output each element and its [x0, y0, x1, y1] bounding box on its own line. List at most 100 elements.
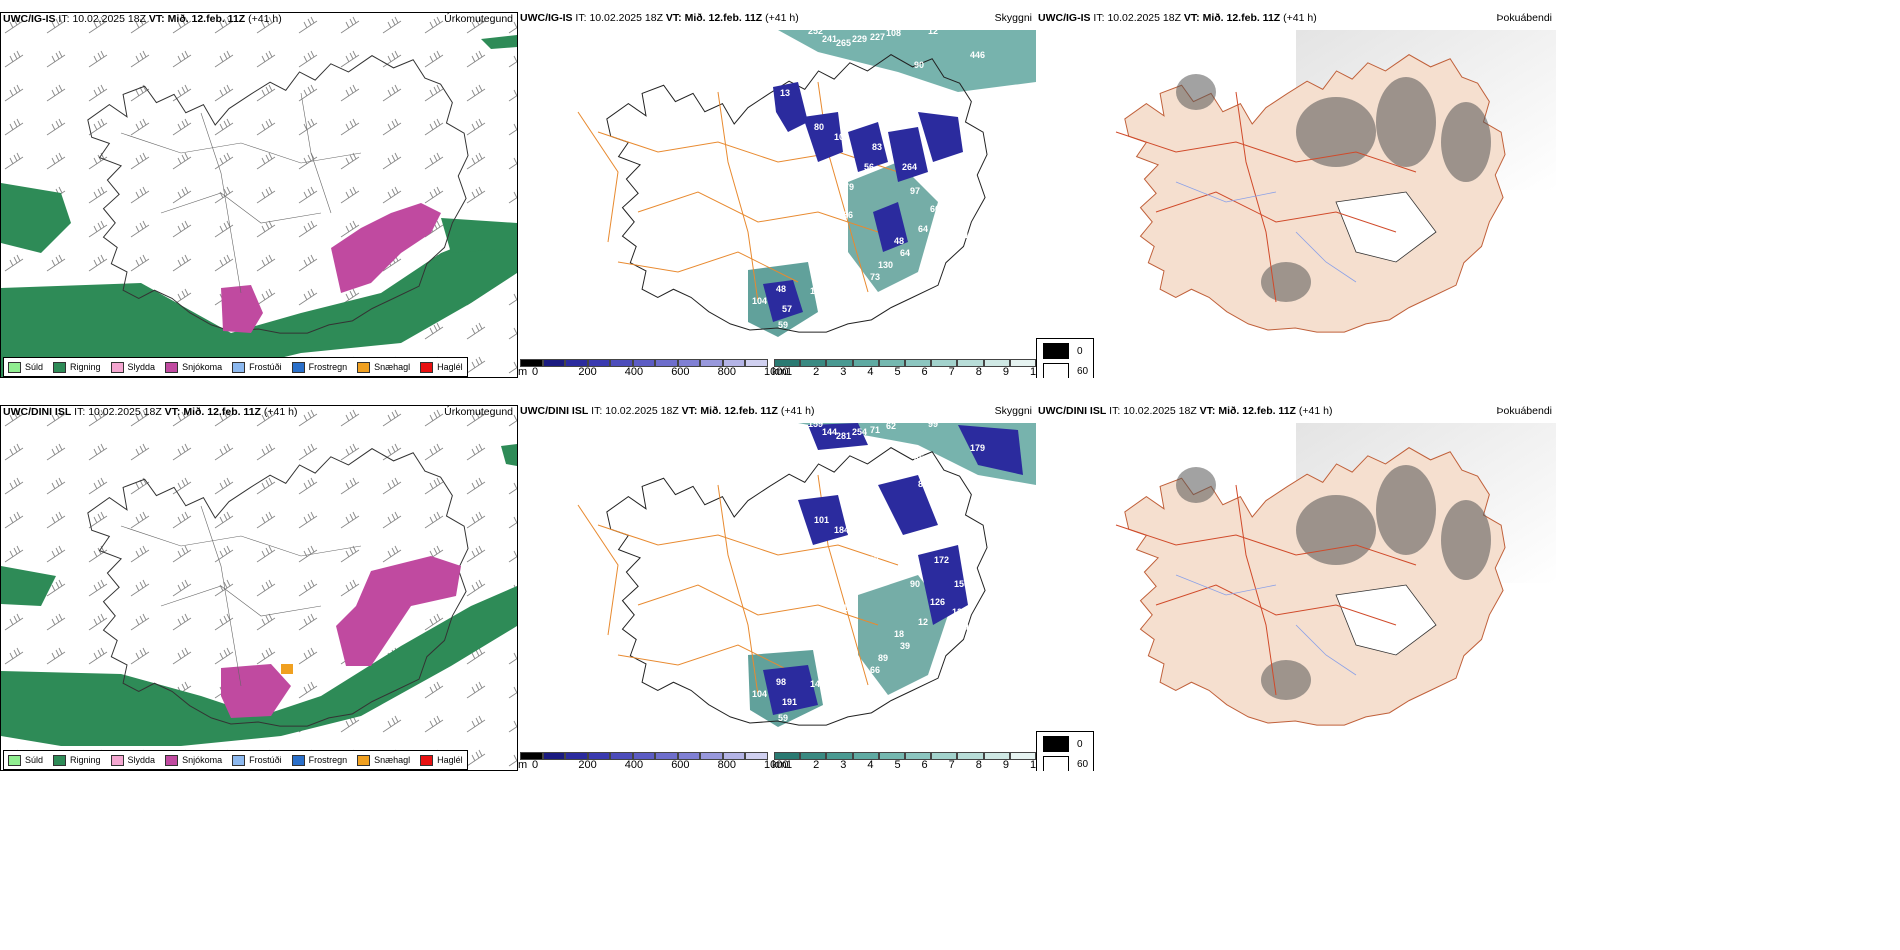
precip-legend-item: Slydda [110, 754, 156, 766]
ceiling-value-label: 66 [870, 665, 880, 675]
colorbar-cell [931, 359, 958, 367]
colorbar-cell [520, 359, 543, 367]
colorbar-cell [610, 359, 633, 367]
ceiling-value-label: 446 [970, 50, 985, 60]
colorbar-cell [904, 752, 932, 760]
ceiling-value-label: 109 [964, 230, 979, 240]
ceiling-value-label: 12 [954, 186, 964, 196]
visibility-panel-row2: 159 144 281 254 71 62 99 85 179 85 12 101 184 106 127 6… [518, 405, 1036, 771]
colorbar-tick-label: 9 [1002, 366, 1009, 378]
legend-swatch [165, 361, 179, 373]
legend-label: Snjókoma [182, 755, 223, 765]
colorbar-cell [677, 752, 701, 760]
colorbar-unit: m [518, 366, 528, 378]
ceiling-colorbar [520, 752, 768, 760]
colorbar-cell [904, 359, 932, 367]
fog-map-row2 [1115, 423, 1556, 726]
panel-type-label: Úrkomutegund [444, 406, 513, 418]
rain-area [441, 218, 517, 253]
fog-panel-row1: UWC/IG-IS IT: 10.02.2025 18Z VT: Mið. 12… [1036, 12, 1556, 378]
colorbar-cell [677, 359, 701, 367]
ceiling-value-label: 76 [934, 162, 944, 172]
colorbar-tick-label: 0 [532, 759, 539, 771]
colorbar-tick-label: 7 [948, 366, 955, 378]
precip-map-row2 [1, 406, 517, 770]
legend-swatch [53, 754, 67, 766]
legend-swatch [357, 361, 371, 373]
colorbar-tick-label: 0 [532, 366, 539, 378]
colorbar-cell [632, 359, 656, 367]
visibility-colorbar-labels: km1 2 3 4 5 6 7 8 9 10 [772, 366, 1036, 378]
rain-area [1, 183, 71, 253]
fog-legend: 0 60 [1036, 731, 1094, 771]
precip-legend: Súld Rigning Slydda Snjókoma Frostúði Frostre… [3, 750, 468, 770]
visibility-colorbar-labels: km1 2 3 4 5 6 7 8 9 10 [772, 759, 1036, 771]
colorbar-cell [520, 752, 543, 760]
fog-swatch-0 [1043, 343, 1069, 359]
low-visibility-area [858, 575, 948, 695]
colorbar-cell [878, 752, 905, 760]
panel-title: UWC/DINI ISL IT: 10.02.2025 18Z VT: Mið.… [1038, 405, 1333, 417]
ceiling-value-label: 241 [822, 34, 837, 44]
colorbar-tick-label: 8 [975, 759, 982, 771]
ceiling-value-label: 90 [910, 579, 920, 589]
ceiling-value-label: 107 [810, 286, 825, 296]
legend-swatch [8, 754, 21, 766]
ceiling-value-label: 85 [918, 479, 928, 489]
colorbar-tick-label: 200 [578, 366, 597, 378]
precip-panel-row2: UWC/DINI ISL IT: 10.02.2025 18Z VT: Mið.… [0, 405, 518, 771]
colorbar-cell [700, 359, 723, 367]
ceiling-value-label: 179 [970, 443, 985, 453]
ceiling-value-label: 150 [954, 579, 969, 589]
panel-title: UWC/DINI ISL IT: 10.02.2025 18Z VT: Mið.… [3, 406, 298, 418]
colorbar-cell [565, 752, 588, 760]
rain-area [1, 223, 517, 377]
panel-title: UWC/IG-IS IT: 10.02.2025 18Z VT: Mið. 12… [520, 12, 799, 24]
precip-legend-item: Snjókoma [165, 361, 223, 373]
colorbar-tick-label: 6 [921, 759, 928, 771]
ceiling-value-label: 106 [872, 535, 887, 545]
colorbar-tick-label: 8 [975, 366, 982, 378]
precip-legend-item: Haglél [420, 361, 463, 373]
panel-title: UWC/IG-IS IT: 10.02.2025 18Z VT: Mið. 12… [1038, 12, 1317, 24]
ceiling-value-label: 98 [776, 677, 786, 687]
legend-label: Snjókoma [182, 362, 223, 372]
colorbar-cell [878, 359, 905, 367]
fog-swatch-60 [1043, 756, 1069, 771]
colorbar-cell [774, 359, 801, 367]
legend-swatch [165, 754, 179, 766]
colorbar-cell [587, 359, 611, 367]
ceiling-value-label: 64 [918, 224, 928, 234]
panel-type-label: Þokuábendi [1496, 405, 1552, 417]
legend-label: Slydda [127, 755, 156, 765]
legend-label: Frostúði [249, 362, 282, 372]
ceiling-value-label: 12 [918, 617, 928, 627]
colorbar-cell [852, 359, 879, 367]
legend-label: Súld [25, 755, 44, 765]
ceiling-value-label: 85 [914, 453, 924, 463]
colorbar-tick-label: 600 [671, 759, 690, 771]
rain-area [1, 566, 56, 606]
colorbar-tick-label: 400 [624, 366, 644, 378]
ceiling-colorbar-labels: m 0 200 400 600 800 1000 [518, 759, 788, 771]
rain-area [481, 35, 517, 49]
panel-title: UWC/IG-IS IT: 10.02.2025 18Z VT: Mið. 12… [3, 13, 282, 25]
snow-area [336, 556, 461, 666]
legend-label: Snæhagl [374, 362, 411, 372]
ceiling-value-label: 229 [852, 34, 867, 44]
colorbar-cell [774, 752, 801, 760]
legend-swatch [232, 754, 246, 766]
legend-swatch [110, 754, 124, 766]
panel-type-label: Úrkomutegund [444, 13, 513, 25]
colorbar-cell [800, 359, 827, 367]
precip-legend-item: Rigning [53, 754, 101, 766]
precip-legend-item: Slydda [110, 361, 155, 373]
ceiling-value-label: 80 [814, 122, 824, 132]
ceiling-value-label: 12 [928, 26, 938, 36]
ceiling-value-label: 99 [918, 86, 928, 96]
precip-legend-item: Frostúði [232, 754, 282, 766]
colorbar-unit: km [772, 366, 787, 378]
